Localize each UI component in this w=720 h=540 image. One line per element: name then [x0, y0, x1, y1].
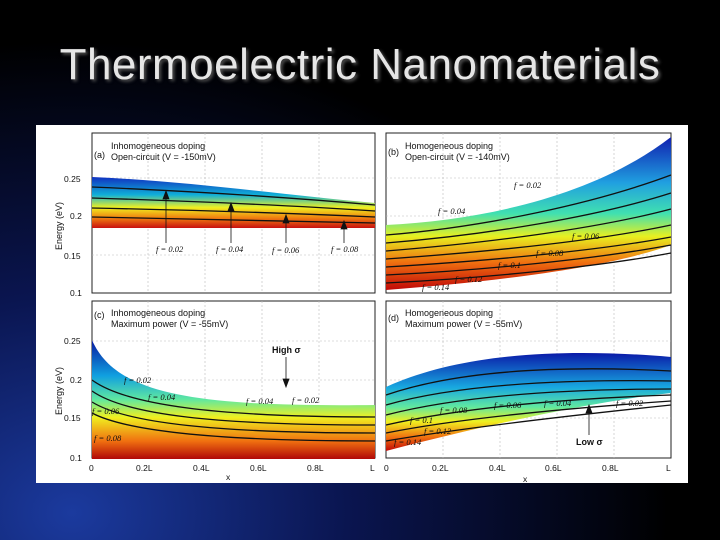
panel-a-letter: (a)	[94, 150, 105, 160]
panel-d-line2: Maximum power (V = -55mV)	[405, 319, 522, 329]
slide-title: Thermoelectric Nanomaterials	[59, 40, 661, 89]
panel-d-xtick-5: 0.8L	[602, 463, 619, 473]
panel-c-xtick-3: 0.4L	[193, 463, 210, 473]
panel-a-f4: f = 0.08	[331, 244, 359, 254]
panel-d-f1: f = 0.08	[440, 405, 468, 415]
panel-c: (c) Inhomogeneous doping Maximum power (…	[64, 300, 376, 482]
panel-d-xtick-4: 0.6L	[545, 463, 562, 473]
panel-a-f2: f = 0.04	[216, 244, 244, 254]
panel-c-ytick-3: 0.15	[64, 413, 81, 423]
panel-d-f6: f = 0.12	[424, 426, 452, 436]
panel-b-f5: f = 0.1	[498, 260, 521, 270]
panel-c-f5: f = 0.04	[246, 396, 274, 406]
panel-c-f6: f = 0.02	[292, 395, 320, 405]
panel-a: (a) Inhomogeneous doping Open-circuit (V…	[64, 132, 376, 298]
panel-c-f2: f = 0.04	[148, 392, 176, 402]
panel-d-annotation: Low σ	[576, 437, 603, 447]
panel-c-ytick-1: 0.25	[64, 336, 81, 346]
panel-d-xlabel: x	[523, 474, 528, 483]
panel-a-ytick-3: 0.15	[64, 251, 81, 261]
figure: Energy (eV) Energy (eV) (a) Inhomogeneou…	[36, 125, 688, 483]
panel-c-line1: Inhomogeneous doping	[111, 308, 205, 318]
panel-d: (d) Homogeneous doping Maximum power (V …	[384, 300, 672, 483]
panel-d-line1: Homogeneous doping	[405, 308, 493, 318]
panel-b: (b) Homogeneous doping Open-circuit (V =…	[385, 132, 672, 294]
panel-b-line2: Open-circuit (V = -140mV)	[405, 152, 510, 162]
panel-b-line1: Homogeneous doping	[405, 141, 493, 151]
panel-b-f6: f = 0.12	[455, 274, 483, 284]
panel-c-band	[92, 340, 375, 459]
panel-b-letter: (b)	[388, 147, 399, 157]
y-axis-label-top: Energy (eV)	[54, 202, 64, 250]
panel-a-arrows	[162, 189, 348, 243]
panel-b-f3: f = 0.06	[572, 231, 600, 241]
panel-d-f7: f = 0.14	[394, 437, 422, 447]
panel-b-f1: f = 0.02	[514, 180, 542, 190]
panel-b-f4: f = 0.08	[536, 248, 564, 258]
panel-a-curves	[91, 186, 376, 224]
panel-d-f2: f = 0.06	[494, 400, 522, 410]
panel-a-ytick-2: 0.2	[70, 211, 82, 221]
panel-d-xtick-2: 0.2L	[432, 463, 449, 473]
panel-d-xtick-6: L	[666, 463, 671, 473]
panel-c-xtick-4: 0.6L	[250, 463, 267, 473]
panel-c-xtick-6: L	[370, 463, 375, 473]
panel-d-f3: f = 0.04	[544, 398, 572, 408]
panel-a-f3: f = 0.06	[272, 245, 300, 255]
panel-c-curves	[91, 379, 376, 442]
panel-d-xtick-1: 0	[384, 463, 389, 473]
panel-b-band	[386, 137, 671, 290]
panel-a-line2: Open-circuit (V = -150mV)	[111, 152, 216, 162]
panel-d-f4: f = 0.02	[616, 398, 644, 408]
panel-a-ytick-1: 0.25	[64, 174, 81, 184]
panel-d-arrow	[585, 403, 593, 435]
panel-b-curves	[385, 174, 672, 284]
panel-c-f3: f = 0.06	[92, 406, 120, 416]
panel-b-f2: f = 0.04	[438, 206, 466, 216]
panel-c-letter: (c)	[94, 310, 105, 320]
panel-c-f4: f = 0.08	[94, 433, 122, 443]
panel-d-curves	[385, 368, 672, 442]
panel-c-arrow	[282, 357, 290, 389]
panel-c-xtick-1: 0	[89, 463, 94, 473]
panel-d-f5: f = 0.1	[410, 415, 433, 425]
figure-svg: Energy (eV) Energy (eV) (a) Inhomogeneou…	[54, 132, 672, 483]
panel-c-annotation: High σ	[272, 345, 301, 355]
panel-d-xtick-3: 0.4L	[489, 463, 506, 473]
panel-c-line2: Maximum power (V = -55mV)	[111, 319, 228, 329]
panel-c-ytick-2: 0.2	[70, 375, 82, 385]
panel-d-letter: (d)	[388, 313, 399, 323]
panel-b-f7: f = 0.14	[422, 282, 450, 292]
panel-a-f1: f = 0.02	[156, 244, 184, 254]
panel-c-f1: f = 0.02	[124, 375, 152, 385]
y-axis-label-bottom: Energy (eV)	[54, 367, 64, 415]
panel-a-ytick-4: 0.1	[70, 288, 82, 298]
panel-c-xtick-5: 0.8L	[307, 463, 324, 473]
panel-a-line1: Inhomogeneous doping	[111, 141, 205, 151]
panel-c-xlabel: x	[226, 472, 231, 482]
panel-c-xtick-2: 0.2L	[136, 463, 153, 473]
panel-c-ytick-4: 0.1	[70, 453, 82, 463]
